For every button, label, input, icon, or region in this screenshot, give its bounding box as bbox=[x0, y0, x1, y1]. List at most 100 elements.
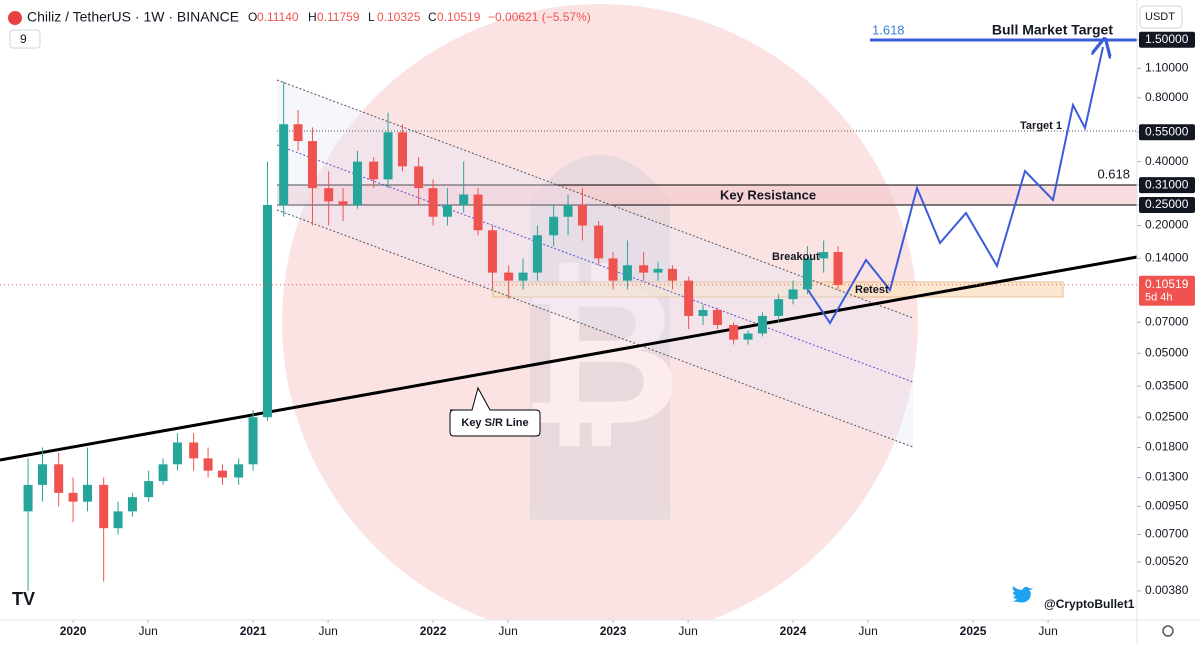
watermark-logo: ₿ bbox=[519, 155, 682, 520]
candle-body bbox=[414, 166, 424, 189]
y-tick-label: 0.02500 bbox=[1145, 409, 1189, 423]
y-tick-label: 0.01800 bbox=[1145, 440, 1189, 454]
y-tick-label: 0.14000 bbox=[1145, 251, 1189, 265]
y-tick-highlight bbox=[1139, 31, 1195, 48]
y-tick-highlight bbox=[1139, 177, 1195, 194]
candle-body bbox=[743, 333, 753, 340]
candle-body bbox=[383, 132, 393, 180]
candle-body bbox=[459, 194, 469, 205]
watermark-circle bbox=[282, 4, 918, 640]
countdown: 5d 4h bbox=[1145, 292, 1173, 304]
currency: USDT bbox=[1145, 11, 1175, 23]
candle-body bbox=[622, 265, 632, 281]
currency-button[interactable] bbox=[1139, 5, 1183, 29]
x-tick-label: 2023 bbox=[600, 624, 627, 638]
y-tick-label: 0.55000 bbox=[1145, 124, 1189, 138]
candle-body bbox=[518, 272, 528, 281]
candle-body bbox=[532, 235, 542, 273]
candle-body bbox=[802, 258, 812, 290]
candle-body bbox=[307, 141, 317, 189]
candle-body bbox=[684, 280, 694, 316]
ohlc-value: 0.11140 bbox=[257, 10, 299, 24]
candle-body bbox=[369, 161, 379, 180]
candle-body bbox=[262, 204, 272, 418]
candle-body bbox=[698, 309, 708, 316]
last-price-label: 0.10519 bbox=[1145, 277, 1189, 291]
x-tick-label: Jun bbox=[1038, 624, 1057, 638]
y-tick-highlight bbox=[1139, 124, 1195, 141]
x-tick-label: Jun bbox=[678, 624, 697, 638]
y-tick-label: 0.31000 bbox=[1145, 177, 1189, 191]
x-tick-label: Jun bbox=[498, 624, 517, 638]
candle-body bbox=[158, 464, 168, 482]
y-tick-label: 0.07000 bbox=[1145, 314, 1189, 328]
indicator-box bbox=[9, 29, 41, 49]
candle-body bbox=[712, 309, 722, 325]
x-tick-label: 2021 bbox=[240, 624, 267, 638]
y-axis-bg bbox=[1137, 0, 1200, 644]
twitter-icon bbox=[1010, 586, 1033, 603]
x-tick-label: Jun bbox=[318, 624, 337, 638]
symbol: Chiliz / TetherUS · 1W · BINANCE bbox=[27, 9, 239, 25]
ohlc-change: −0.00621 (−5.57%) bbox=[488, 10, 591, 24]
candle-body bbox=[324, 188, 334, 202]
ohlc-key: L bbox=[368, 10, 375, 24]
y-tick-label: 0.20000 bbox=[1145, 218, 1189, 232]
candle-body bbox=[653, 268, 663, 273]
channel-fill bbox=[277, 80, 913, 447]
annotation: Bull Market Target bbox=[992, 22, 1113, 38]
candle-body bbox=[352, 161, 362, 205]
indicator: 9 bbox=[20, 32, 27, 46]
candle-body bbox=[37, 464, 47, 485]
candle-body bbox=[293, 124, 303, 142]
handle: @CryptoBullet1 bbox=[1044, 597, 1135, 611]
key-sr-line bbox=[0, 255, 1138, 462]
last-price-bg bbox=[1139, 275, 1195, 306]
candle-body bbox=[757, 315, 767, 334]
candle-body bbox=[487, 230, 497, 273]
y-tick-label: 0.00520 bbox=[1145, 554, 1189, 568]
candle-body bbox=[442, 204, 452, 217]
ohlc-key: O bbox=[248, 10, 257, 24]
channel-mid bbox=[276, 144, 914, 383]
y-tick-label: 0.00700 bbox=[1145, 527, 1189, 541]
x-tick-label: Jun bbox=[138, 624, 157, 638]
y-tick-label: 1.50000 bbox=[1145, 32, 1189, 46]
candle-body bbox=[217, 470, 227, 478]
annotation: Key Resistance bbox=[720, 187, 816, 202]
y-tick-label: 0.80000 bbox=[1145, 90, 1189, 104]
candle-body bbox=[428, 188, 438, 217]
candle-body bbox=[608, 258, 618, 281]
settings-icon[interactable] bbox=[1162, 625, 1174, 637]
ohlc-value: 0.10325 bbox=[377, 10, 421, 24]
y-tick-label: 0.40000 bbox=[1145, 154, 1189, 168]
ohlc-value: 0.11759 bbox=[317, 10, 360, 24]
y-tick-label: 0.01300 bbox=[1145, 470, 1189, 484]
projection bbox=[807, 47, 1103, 325]
x-axis-bg bbox=[0, 620, 1200, 644]
callout bbox=[449, 386, 541, 437]
candle-body bbox=[819, 252, 829, 259]
candle-body bbox=[667, 268, 677, 281]
x-tick-label: 2022 bbox=[420, 624, 447, 638]
candle-body bbox=[279, 124, 289, 205]
y-tick-highlight bbox=[1139, 196, 1195, 213]
ohlc-value: 0.10519 bbox=[437, 10, 481, 24]
y-tick-label: 0.05000 bbox=[1145, 345, 1189, 359]
annotation: Key S/R Line bbox=[461, 417, 528, 429]
channel-line bbox=[276, 209, 914, 448]
candle-body bbox=[549, 216, 559, 236]
fib-label: 1.618 bbox=[872, 22, 905, 37]
x-tick-label: 2024 bbox=[780, 624, 807, 638]
candle-body bbox=[338, 201, 348, 205]
candle-body bbox=[729, 324, 739, 340]
candle-body bbox=[234, 464, 244, 478]
candle-body bbox=[639, 265, 649, 273]
candle-body bbox=[189, 442, 199, 459]
candle-body bbox=[473, 194, 483, 231]
x-tick-label: 2020 bbox=[60, 624, 87, 638]
y-tick-label: 0.00380 bbox=[1145, 583, 1189, 597]
y-tick-label: 0.03500 bbox=[1145, 378, 1189, 392]
fib-label: 0.618 bbox=[1097, 166, 1130, 181]
